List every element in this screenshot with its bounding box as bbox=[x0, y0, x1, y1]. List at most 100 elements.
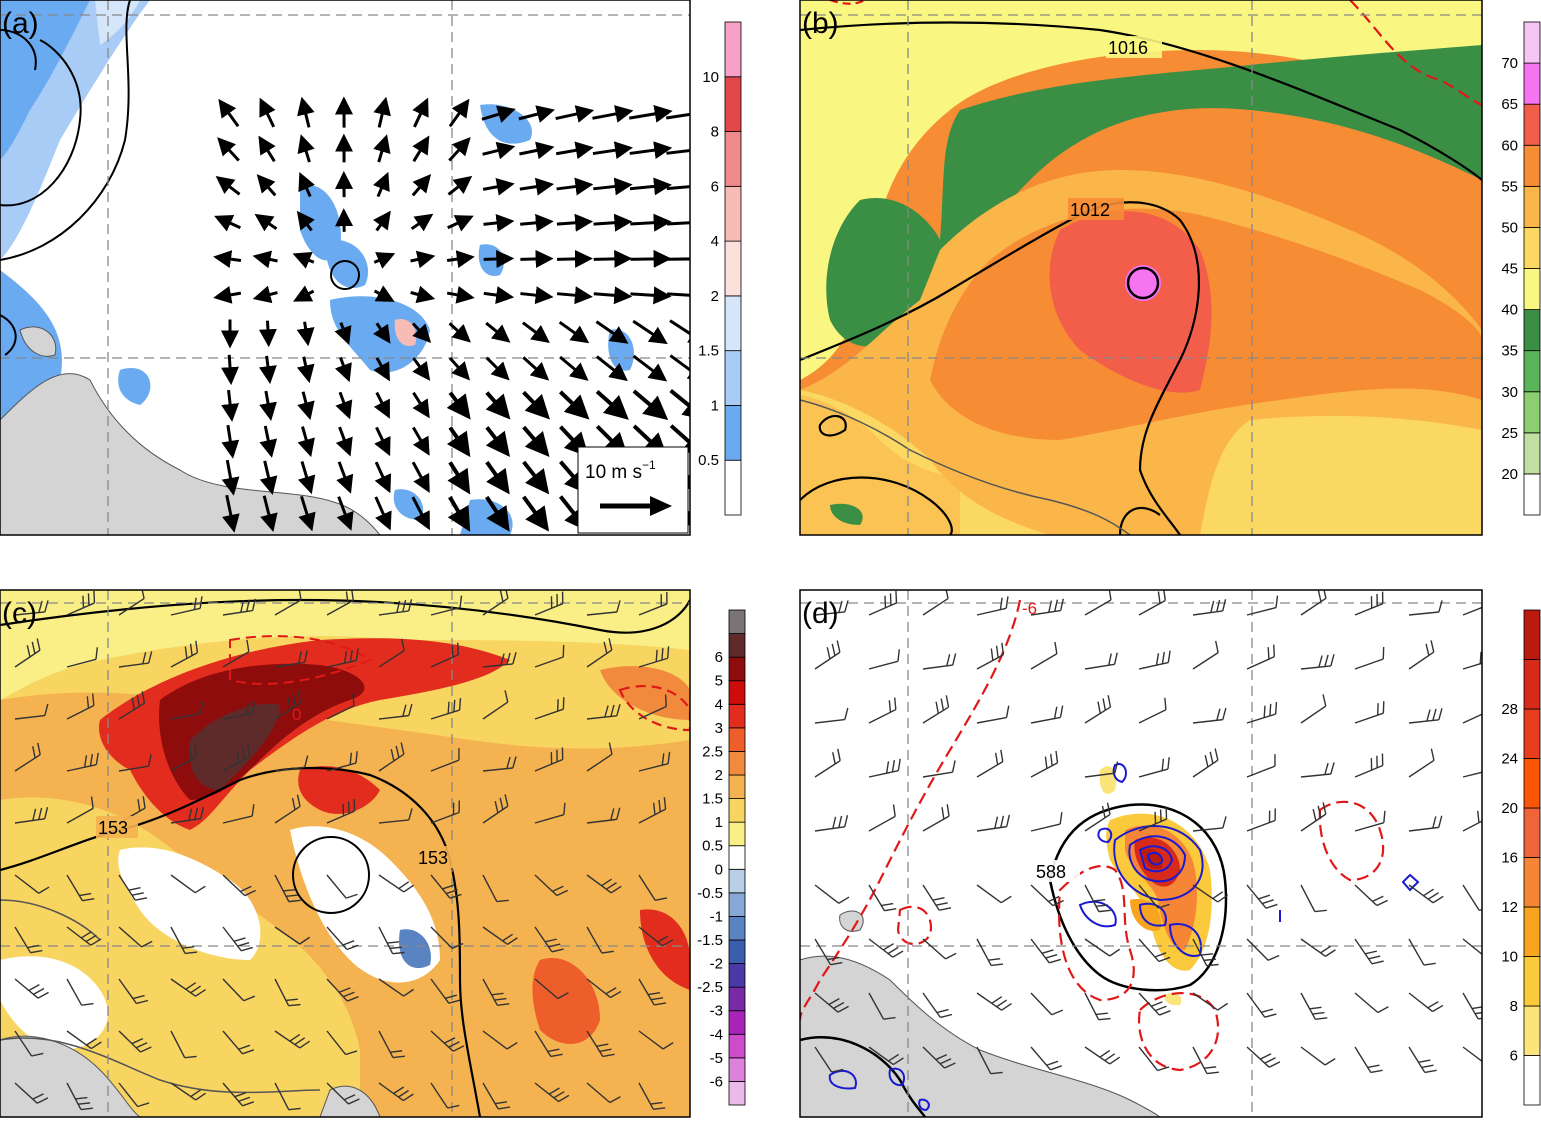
wind-barb bbox=[274, 926, 301, 945]
wind-vector bbox=[485, 495, 510, 532]
wind-vectors bbox=[213, 96, 690, 533]
wind-barb-flag bbox=[245, 702, 250, 715]
wind-barb bbox=[1408, 611, 1439, 616]
wind-barb-flag bbox=[1267, 647, 1270, 660]
wind-barb bbox=[482, 663, 513, 668]
colorbar-swatch bbox=[1523, 659, 1541, 710]
wind-barb-flag bbox=[558, 1094, 570, 1103]
wind-barb bbox=[1462, 884, 1480, 911]
wind-barb-flag bbox=[1438, 815, 1443, 828]
wind-vector bbox=[259, 390, 277, 421]
wind-vector bbox=[518, 105, 555, 123]
wind-vector bbox=[260, 495, 278, 533]
wind-barb bbox=[534, 814, 565, 824]
wind-barb-flag bbox=[236, 750, 240, 763]
wind-barb bbox=[326, 1082, 349, 1105]
wind-vector bbox=[373, 357, 390, 382]
wind-barb-flag bbox=[1376, 899, 1388, 907]
wind-barb bbox=[118, 702, 145, 720]
wind-barb-flag bbox=[1154, 952, 1167, 958]
colorbar-tick-label: 35 bbox=[1501, 343, 1518, 360]
colorbar-tick-label: 20 bbox=[1501, 466, 1518, 483]
wind-barb-flag bbox=[194, 807, 199, 820]
wind-barb-flag bbox=[832, 816, 837, 829]
wind-barb bbox=[1084, 663, 1115, 670]
wind-barb-flag bbox=[131, 892, 144, 896]
wind-vector bbox=[258, 355, 277, 385]
wind-barb-flag bbox=[447, 701, 450, 714]
colorbar-tick-label: 1.5 bbox=[702, 791, 723, 808]
wind-vector bbox=[520, 213, 554, 232]
wind-vector bbox=[482, 141, 516, 160]
wind-barb-flag bbox=[545, 938, 558, 943]
wind-barb bbox=[1246, 656, 1275, 670]
wind-barb-flag bbox=[1161, 651, 1165, 664]
wind-barb-flag bbox=[140, 1046, 152, 1053]
wind-barb bbox=[14, 649, 41, 668]
wind-barb-flag bbox=[142, 796, 146, 809]
wind-barb-flag bbox=[194, 743, 198, 756]
wind-barb-flag bbox=[1483, 808, 1484, 820]
colorbar-swatch bbox=[1523, 473, 1541, 516]
colorbar-swatch bbox=[724, 459, 742, 516]
wind-vector bbox=[292, 252, 315, 269]
wind-barb bbox=[170, 1082, 197, 1101]
wind-vector bbox=[667, 257, 690, 261]
colorbar-swatch bbox=[1523, 708, 1541, 759]
wind-barb-flag bbox=[1041, 949, 1054, 954]
wind-barb-flag bbox=[188, 746, 193, 759]
wind-barb-flag bbox=[837, 1005, 849, 1013]
wind-barb-flag bbox=[403, 988, 414, 997]
wind-barb bbox=[170, 1030, 186, 1058]
wind-barb-flag bbox=[233, 937, 246, 942]
wind-barb bbox=[1300, 665, 1331, 670]
wind-barb-flag bbox=[1274, 702, 1278, 715]
wind-barb bbox=[1246, 1046, 1270, 1068]
wind-barb-flag bbox=[1000, 815, 1005, 828]
colorbar-swatch bbox=[1523, 956, 1541, 1007]
wind-barb-flag bbox=[616, 807, 621, 820]
wind-barb-flag bbox=[552, 885, 564, 893]
wind-barb-flag bbox=[951, 760, 956, 773]
wind-vector bbox=[522, 390, 550, 420]
colorbar-swatch bbox=[728, 727, 746, 752]
wind-barb-flag bbox=[1488, 805, 1489, 817]
wind-barb bbox=[1192, 759, 1219, 778]
colorbar-tick-label: 16 bbox=[1501, 850, 1518, 867]
wind-barb-flag bbox=[831, 643, 836, 656]
wind-vector bbox=[630, 213, 672, 232]
wind-barb bbox=[868, 884, 886, 912]
wind-barb bbox=[1192, 718, 1223, 724]
wind-barb-flag bbox=[288, 1003, 301, 1007]
wind-barb bbox=[170, 607, 201, 616]
wind-barb-flag bbox=[652, 802, 656, 815]
wind-barb-flag bbox=[1055, 750, 1059, 763]
wind-vector bbox=[483, 286, 515, 304]
wind-barb-flag bbox=[400, 638, 405, 651]
wind-barb bbox=[638, 1030, 664, 1050]
colorbar-swatch bbox=[724, 185, 742, 242]
wind-vector bbox=[448, 98, 470, 128]
wind-barb-flag bbox=[945, 695, 950, 708]
wind-barb-flag bbox=[1425, 643, 1430, 656]
wind-barb-flag bbox=[658, 799, 661, 813]
wind-barb-flag bbox=[892, 950, 904, 958]
wind-barb bbox=[1462, 606, 1482, 616]
wind-barb-flag bbox=[86, 696, 90, 709]
wind-barb bbox=[222, 1030, 244, 1055]
wind-barb bbox=[534, 603, 564, 616]
wind-barb bbox=[922, 597, 949, 616]
wind-barb-flag bbox=[240, 600, 245, 613]
wind-barb-flag bbox=[392, 1055, 405, 1059]
wind-vector bbox=[666, 149, 690, 155]
wind-barb bbox=[1354, 712, 1384, 724]
wind-barb-flag bbox=[291, 797, 296, 810]
wind-barb-flag bbox=[1486, 650, 1487, 662]
wind-barb-flag bbox=[935, 701, 939, 714]
wind-barb bbox=[922, 884, 940, 911]
wind-barb bbox=[274, 978, 290, 1007]
wind-barb-flag bbox=[451, 942, 464, 949]
wind-barb bbox=[118, 765, 149, 772]
wind-barb-flag bbox=[296, 794, 301, 807]
wind-barb bbox=[378, 1082, 404, 1102]
